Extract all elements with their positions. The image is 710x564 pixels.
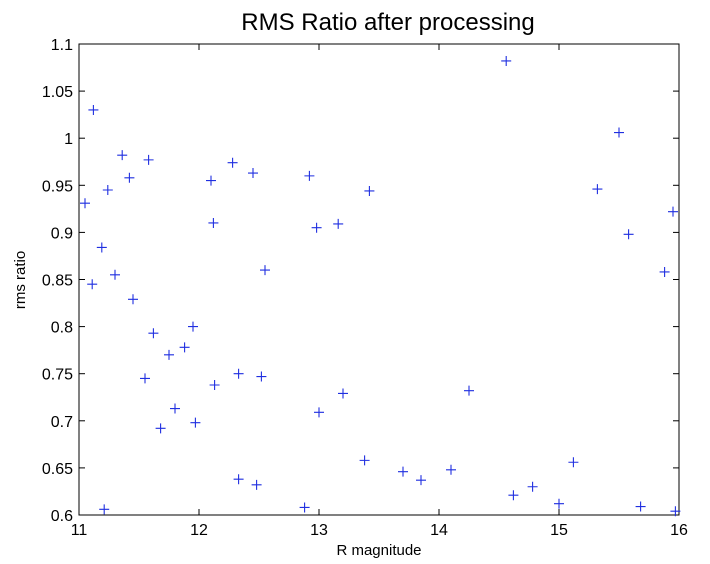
y-axis-label: rms ratio xyxy=(12,251,29,309)
x-tick-label: 15 xyxy=(550,522,568,539)
data-point xyxy=(110,269,120,280)
data-point xyxy=(668,206,678,217)
data-point xyxy=(635,501,646,512)
data-point xyxy=(299,502,310,513)
y-tick-label: 1.05 xyxy=(42,84,73,101)
data-point xyxy=(256,371,267,382)
data-point xyxy=(260,265,270,276)
data-point xyxy=(140,373,150,384)
data-point xyxy=(88,104,99,115)
data-point xyxy=(188,321,198,332)
x-tick-label: 12 xyxy=(190,522,208,539)
data-point xyxy=(190,417,201,428)
x-tick-label: 16 xyxy=(670,522,688,539)
x-tick-label: 11 xyxy=(71,522,88,539)
data-point xyxy=(155,423,166,434)
data-point xyxy=(554,498,564,509)
y-tick-label: 1.1 xyxy=(51,37,73,54)
data-point xyxy=(128,294,138,305)
y-tick-label: 0.6 xyxy=(51,508,73,525)
data-point xyxy=(251,479,262,490)
data-point xyxy=(623,229,634,240)
data-point xyxy=(99,504,110,515)
data-point xyxy=(592,184,603,195)
data-point xyxy=(527,481,538,492)
data-point xyxy=(248,168,258,179)
plot-area xyxy=(78,43,680,516)
y-tick-label: 0.9 xyxy=(51,225,73,242)
data-point xyxy=(364,185,375,196)
data-point xyxy=(209,380,220,391)
data-point xyxy=(311,222,322,233)
data-point xyxy=(508,490,519,501)
y-tick-label: 0.65 xyxy=(42,461,73,478)
y-tick-label: 1 xyxy=(64,131,73,148)
scatter-markers xyxy=(80,55,681,517)
data-point xyxy=(501,55,512,66)
data-point xyxy=(398,466,408,477)
data-point xyxy=(96,242,107,253)
data-point xyxy=(164,349,174,360)
data-point xyxy=(314,407,324,418)
data-point xyxy=(568,457,579,468)
data-point xyxy=(206,175,216,186)
data-point xyxy=(179,342,190,353)
data-point xyxy=(359,455,370,466)
data-point xyxy=(102,185,113,196)
data-point xyxy=(227,157,238,168)
data-point xyxy=(233,474,244,485)
data-point xyxy=(117,150,128,161)
y-tick-label: 0.7 xyxy=(51,414,73,431)
data-point xyxy=(87,279,98,290)
chart-title: RMS Ratio after processing xyxy=(241,9,534,36)
data-point xyxy=(80,198,90,209)
data-point xyxy=(614,127,624,138)
data-point xyxy=(659,266,670,277)
x-tick-label: 14 xyxy=(430,522,448,539)
x-axis-label: R magnitude xyxy=(336,542,421,559)
y-tick-label: 0.95 xyxy=(42,178,73,195)
y-tick-label: 0.75 xyxy=(42,367,73,384)
data-point xyxy=(333,218,344,229)
data-point xyxy=(304,170,315,181)
data-point xyxy=(124,172,135,183)
data-point xyxy=(446,464,456,475)
data-point xyxy=(233,368,244,379)
data-point xyxy=(148,328,159,339)
data-point xyxy=(208,217,219,228)
data-point xyxy=(464,385,474,396)
data-point xyxy=(170,403,180,414)
data-point xyxy=(670,506,681,517)
data-point xyxy=(416,475,426,486)
y-tick-label: 0.85 xyxy=(42,273,73,290)
data-point xyxy=(143,154,154,165)
x-tick-label: 13 xyxy=(310,522,328,539)
axis-ticks: 11 12 13 14 15 16 0.6 0.65 0.7 0.75 0.8 0.85 0.9 0.95… xyxy=(42,37,688,539)
y-tick-label: 0.8 xyxy=(51,320,73,337)
data-point xyxy=(338,388,348,399)
